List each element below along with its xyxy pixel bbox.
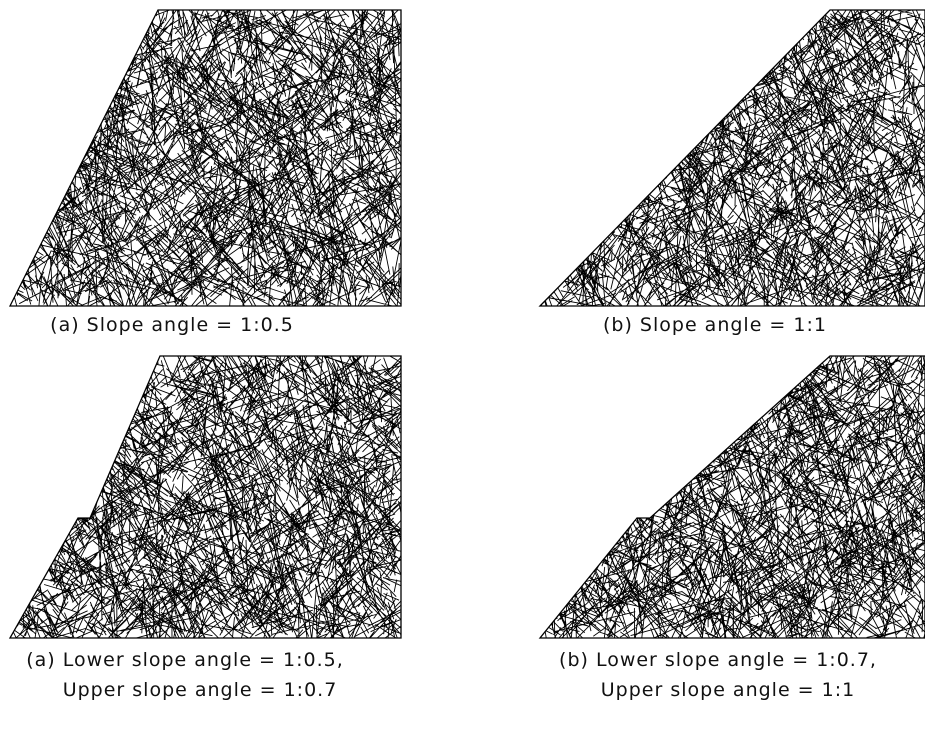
- caption: (b) Slope angle = 1:1: [603, 314, 827, 336]
- caption: Upper slope angle = 1:0.7: [63, 679, 338, 701]
- caption: (a) Slope angle = 1:0.5: [50, 314, 294, 336]
- fracture-network: [504, 323, 925, 672]
- fractures: [511, 0, 925, 344]
- fracture-network: [0, 313, 437, 671]
- caption: (b) Lower slope angle = 1:0.7,: [559, 649, 877, 671]
- fractures: [0, 0, 426, 330]
- caption: Upper slope angle = 1:1: [601, 679, 855, 701]
- fractures: [0, 313, 437, 671]
- fracture-network: [0, 0, 426, 330]
- fracture-network: [511, 0, 925, 344]
- fractures: [504, 323, 925, 672]
- caption: (a) Lower slope angle = 1:0.5,: [26, 649, 344, 671]
- page: {"panels": [ {"caption": ["(a) Slope ang…: [0, 0, 925, 729]
- figure: (a) Slope angle = 1:0.5 (b) Slope angle …: [0, 0, 925, 729]
